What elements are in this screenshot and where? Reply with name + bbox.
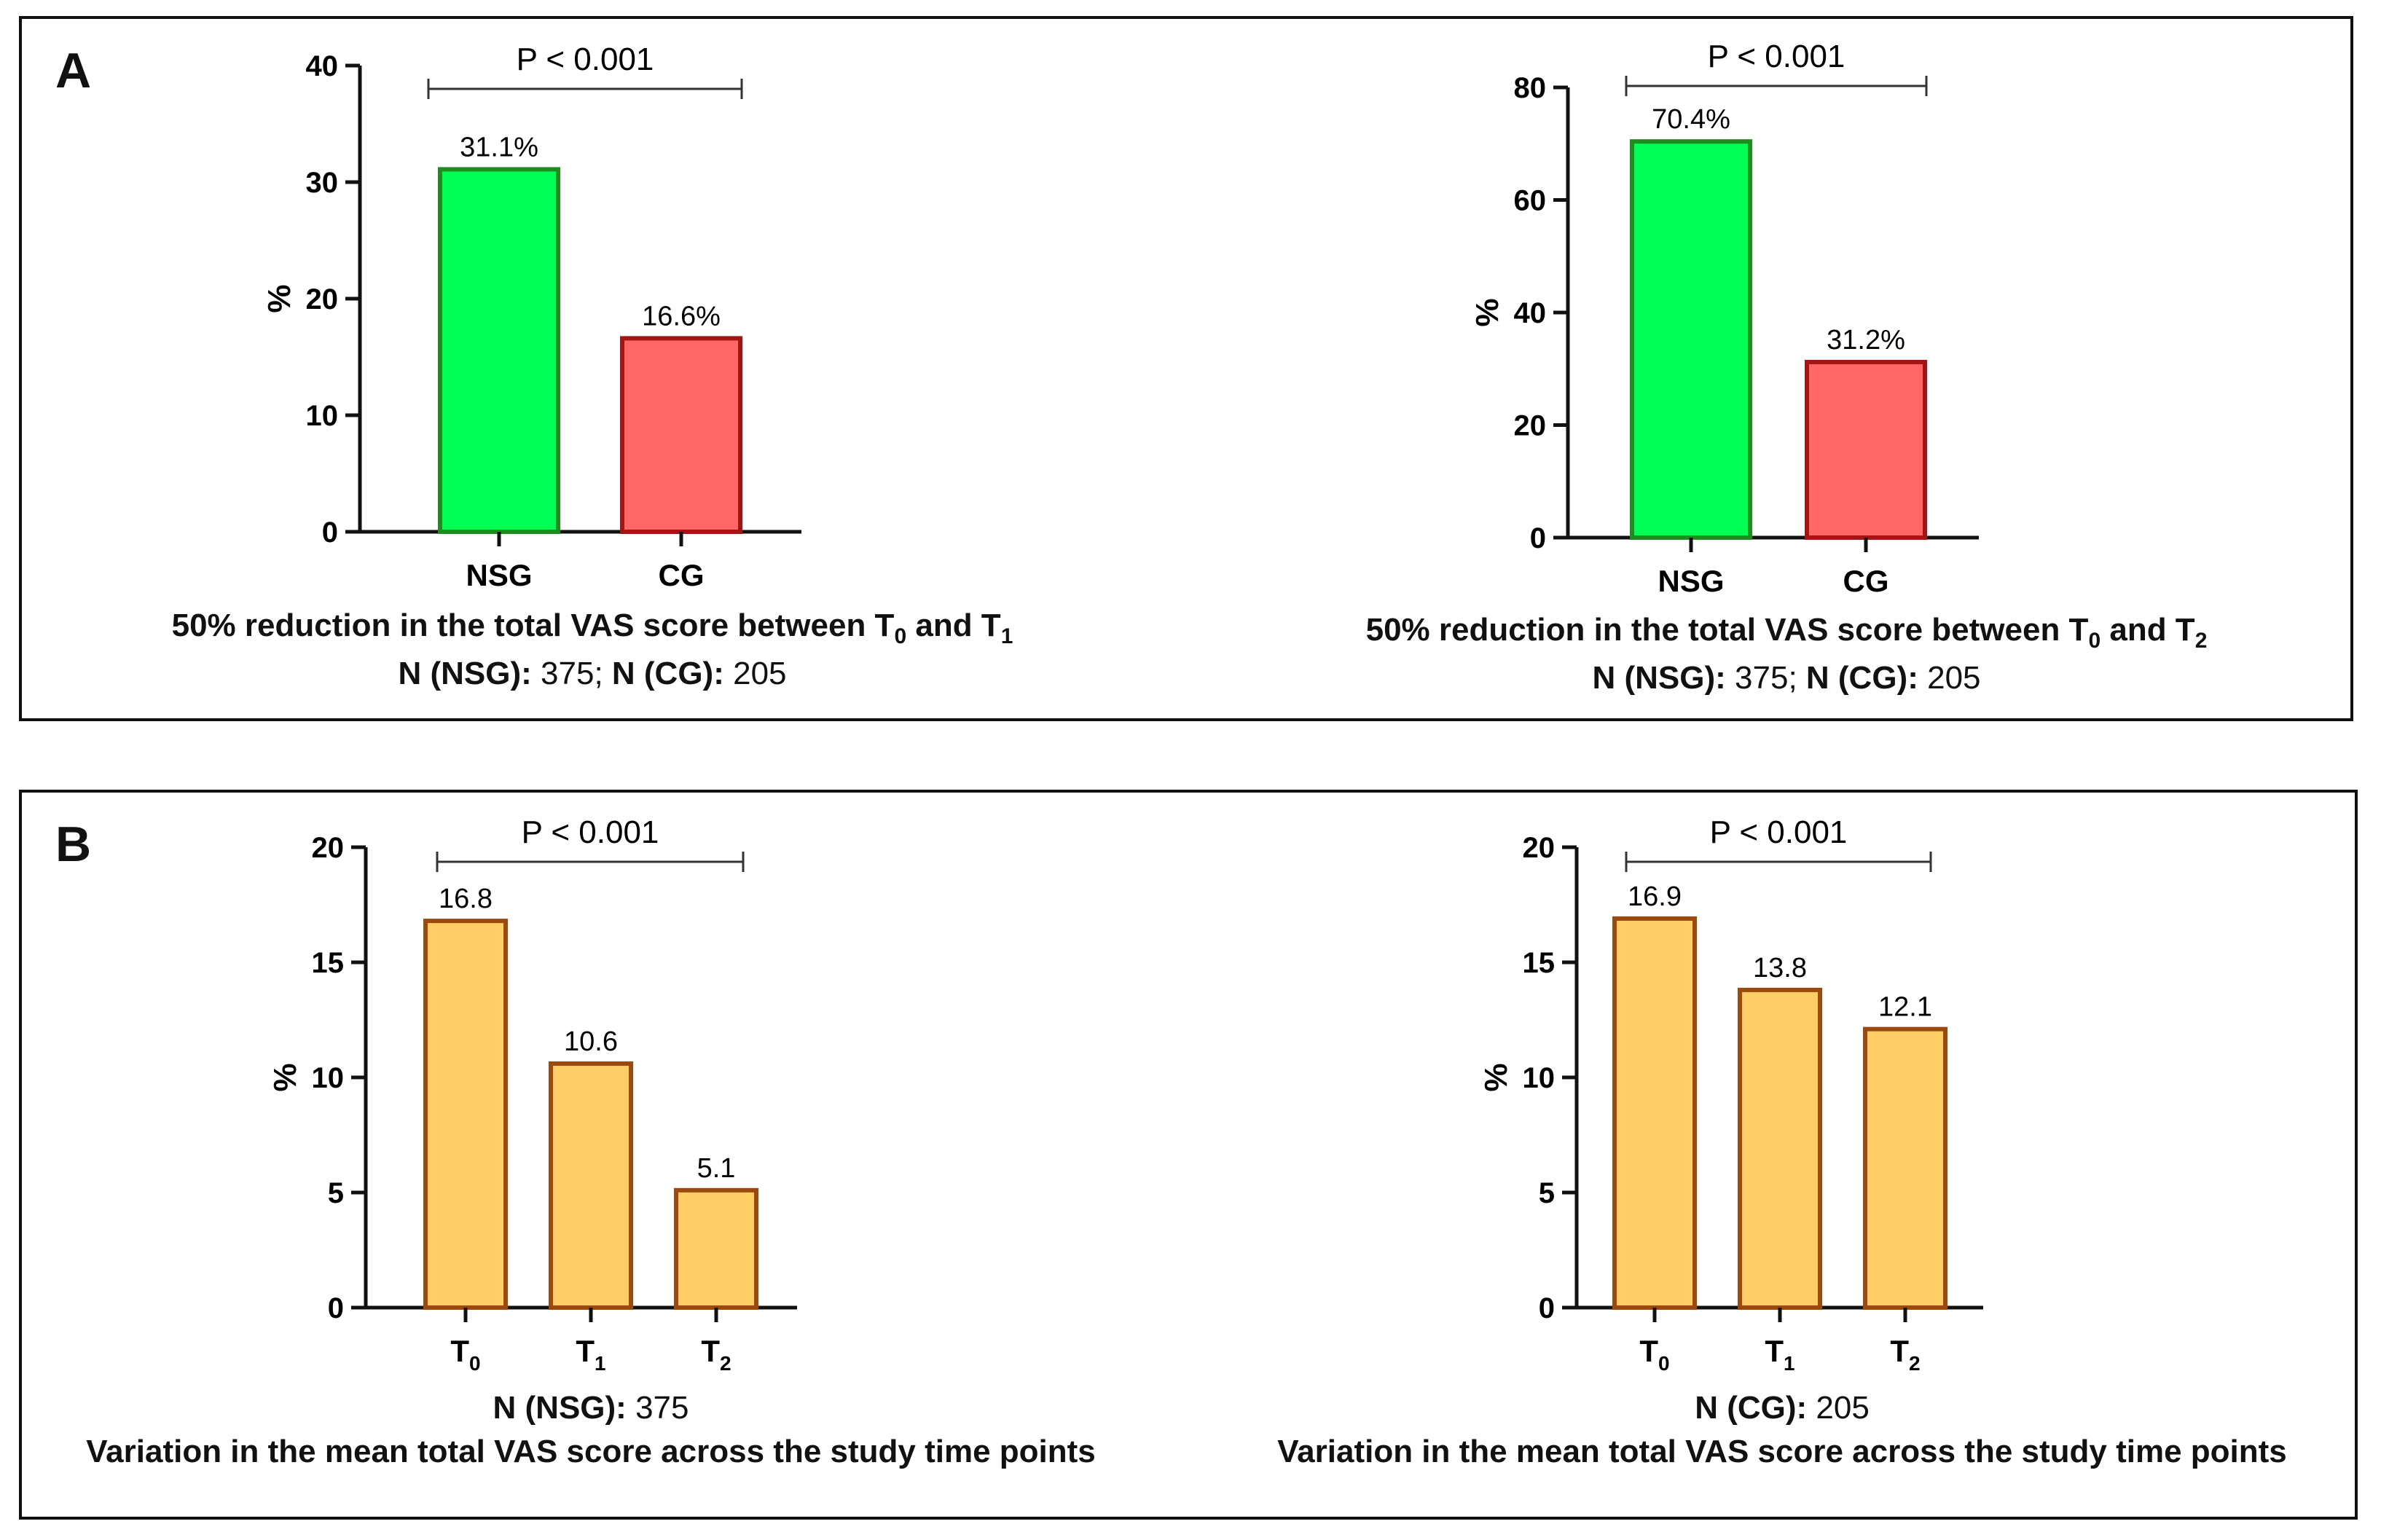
chart1-bar-value-label: 31.1% bbox=[460, 132, 538, 162]
panel-letter-b: B bbox=[55, 817, 92, 872]
chart3-category-label: T0 bbox=[450, 1334, 480, 1375]
chart4-bar-value-label: 13.8 bbox=[1753, 953, 1807, 983]
chart2-significance-label: P < 0.001 bbox=[1708, 39, 1845, 74]
chart4-bar-value-label: 12.1 bbox=[1878, 992, 1932, 1023]
chart3-ytick-label: 5 bbox=[328, 1177, 344, 1209]
chart2-ytick-label: 40 bbox=[1514, 297, 1547, 329]
chart3-category-label: T1 bbox=[576, 1334, 605, 1375]
chart3-ytick-label: 10 bbox=[312, 1062, 345, 1094]
chart2-bar bbox=[1630, 139, 1752, 541]
chart3-bar bbox=[549, 1061, 633, 1311]
chart4-category-label: T0 bbox=[1639, 1334, 1669, 1375]
caption-b2-n: N (CG): 205 bbox=[1695, 1390, 1870, 1426]
chart4-bar bbox=[1612, 916, 1697, 1310]
chart4-ytick-label: 15 bbox=[1523, 947, 1556, 979]
chart3-ytick-label: 0 bbox=[328, 1292, 344, 1324]
chart4-ylabel: % bbox=[1478, 1063, 1514, 1091]
caption-b1-n: N (NSG): 375 bbox=[493, 1390, 689, 1426]
chart1-ytick-label: 30 bbox=[306, 167, 339, 199]
chart2-bar bbox=[1805, 359, 1927, 541]
chart1-bar-value-label: 16.6% bbox=[642, 301, 721, 331]
chart3-ytick-label: 20 bbox=[312, 832, 345, 864]
chart1-bar bbox=[620, 336, 742, 534]
chart1-category-label: NSG bbox=[466, 558, 532, 592]
caption-a1-n: N (NSG): 375; N (CG): 205 bbox=[398, 656, 787, 691]
chart4-ytick-label: 20 bbox=[1523, 832, 1556, 864]
panel-a: A 50% reduction in the total VAS score b… bbox=[19, 16, 2353, 721]
chart2-ytick-label: 0 bbox=[1530, 522, 1546, 554]
chart1-ylabel: % bbox=[262, 284, 297, 313]
chart4-ytick-label: 0 bbox=[1539, 1292, 1555, 1324]
chart2-ytick-label: 80 bbox=[1514, 72, 1547, 104]
chart2-ytick-label: 60 bbox=[1514, 185, 1547, 217]
chart4-bar-value-label: 16.9 bbox=[1628, 881, 1682, 912]
chart3-ylabel: % bbox=[267, 1063, 303, 1091]
chart3-bar bbox=[674, 1187, 758, 1310]
caption-a1-title: 50% reduction in the total VAS score bet… bbox=[171, 608, 1013, 648]
chart3-ytick-label: 15 bbox=[312, 947, 345, 979]
caption-b2-title: Variation in the mean total VAS score ac… bbox=[1277, 1434, 2287, 1469]
panel-b: B N (NSG): 375 Variation in the mean tot… bbox=[19, 790, 2358, 1520]
chart1-ytick-label: 20 bbox=[306, 283, 339, 315]
chart4-bar bbox=[1863, 1026, 1947, 1310]
chart4-category-label: T2 bbox=[1890, 1334, 1920, 1375]
chart2-category-label: CG bbox=[1843, 564, 1889, 598]
chart4-ytick-label: 10 bbox=[1523, 1062, 1556, 1094]
panel-letter-a: A bbox=[55, 43, 92, 98]
chart3-significance-label: P < 0.001 bbox=[522, 814, 659, 850]
chart1-category-label: CG bbox=[659, 558, 705, 592]
chart1-ytick-label: 10 bbox=[306, 400, 339, 432]
chart3-bar-value-label: 10.6 bbox=[564, 1026, 618, 1057]
caption-a2-n: N (NSG): 375; N (CG): 205 bbox=[1592, 660, 1981, 696]
chart4-category-label: T1 bbox=[1765, 1334, 1794, 1375]
chart1-ytick-label: 0 bbox=[322, 516, 338, 549]
chart2-bar-value-label: 70.4% bbox=[1652, 104, 1730, 135]
chart2-bar-value-label: 31.2% bbox=[1827, 325, 1905, 355]
chart3-category-label: T2 bbox=[701, 1334, 731, 1375]
chart1-ytick-label: 40 bbox=[306, 50, 339, 82]
chart2-category-label: NSG bbox=[1658, 564, 1724, 598]
chart4-significance-label: P < 0.001 bbox=[1710, 814, 1848, 850]
chart2-ytick-label: 20 bbox=[1514, 410, 1547, 442]
caption-b1-title: Variation in the mean total VAS score ac… bbox=[86, 1434, 1096, 1469]
chart3-bar-value-label: 16.8 bbox=[439, 884, 493, 914]
chart3-bar-value-label: 5.1 bbox=[697, 1153, 736, 1184]
chart4-ytick-label: 5 bbox=[1539, 1177, 1555, 1209]
chart1-significance-label: P < 0.001 bbox=[517, 42, 654, 77]
chart3-bar bbox=[423, 919, 508, 1310]
chart2-ylabel: % bbox=[1470, 298, 1505, 326]
chart4-bar bbox=[1738, 987, 1822, 1311]
caption-a2-title: 50% reduction in the total VAS score bet… bbox=[1365, 612, 2208, 653]
chart1-bar bbox=[438, 167, 560, 534]
